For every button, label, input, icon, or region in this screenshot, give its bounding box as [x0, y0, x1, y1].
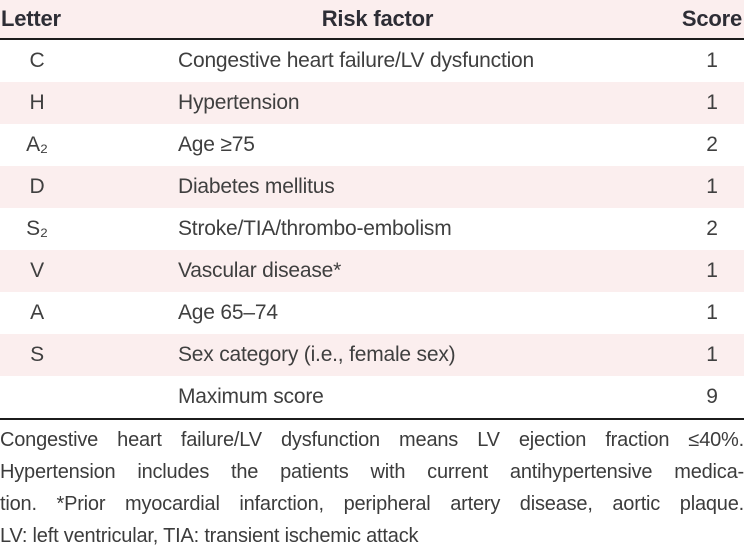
risk-factor-cell: Diabetes mellitus [178, 175, 335, 198]
table-row: A Age 65–74 1 [0, 292, 744, 334]
table-footnote: Congestive heart failure/LV dysfunction … [0, 424, 744, 551]
score-cell: 1 [706, 301, 718, 324]
score-cell: 2 [706, 133, 718, 156]
score-cell: 1 [706, 49, 718, 72]
letter-cell: C [29, 49, 45, 72]
risk-factor-cell: Age 65–74 [178, 301, 278, 324]
chads-vasc-score-table: Letter Risk factor Score C Congestive he… [0, 0, 744, 420]
score-cell: 1 [706, 175, 718, 198]
table-row: S₂ Stroke/TIA/thrombo-embolism 2 [0, 208, 744, 250]
risk-factor-cell: Maximum score [178, 385, 324, 408]
column-header-letter: Letter [1, 6, 61, 31]
table-row: V Vascular disease* 1 [0, 250, 744, 292]
footnote-line: LV: left ventricular, TIA: transient isc… [0, 525, 419, 547]
risk-factor-cell: Sex category (i.e., female sex) [178, 343, 456, 366]
risk-factor-cell: Age ≥75 [178, 133, 255, 156]
footnote-line: tion. *Prior myocardial infarction, peri… [0, 493, 744, 515]
letter-cell: A₂ [26, 133, 48, 156]
risk-factor-cell: Vascular disease* [178, 259, 342, 282]
table-row: A₂ Age ≥75 2 [0, 124, 744, 166]
column-header-score: Score [681, 6, 743, 31]
letter-cell: S₂ [26, 217, 48, 240]
table-row-maximum-score: Maximum score 9 [0, 376, 744, 418]
risk-factor-cell: Stroke/TIA/thrombo-embolism [178, 217, 452, 240]
score-cell: 1 [706, 91, 718, 114]
letter-cell: H [29, 91, 45, 114]
letter-cell: V [30, 259, 44, 282]
risk-factor-cell: Congestive heart failure/LV dysfunction [178, 49, 535, 72]
score-cell: 2 [706, 217, 718, 240]
footnote-line: Congestive heart failure/LV dysfunction … [0, 429, 744, 451]
risk-factor-cell: Hypertension [178, 91, 300, 114]
table-row: C Congestive heart failure/LV dysfunctio… [0, 40, 744, 82]
score-cell: 1 [706, 259, 718, 282]
score-cell: 1 [706, 343, 718, 366]
table-row: S Sex category (i.e., female sex) 1 [0, 334, 744, 376]
table-row: D Diabetes mellitus 1 [0, 166, 744, 208]
table-header-row: Letter Risk factor Score [0, 0, 744, 40]
letter-cell: A [30, 301, 44, 324]
letter-cell: D [29, 175, 45, 198]
score-cell: 9 [706, 385, 718, 408]
letter-cell: S [30, 343, 44, 366]
column-header-risk-factor: Risk factor [321, 6, 434, 31]
table-row: H Hypertension 1 [0, 82, 744, 124]
footnote-line: Hypertension includes the patients with … [0, 461, 744, 483]
